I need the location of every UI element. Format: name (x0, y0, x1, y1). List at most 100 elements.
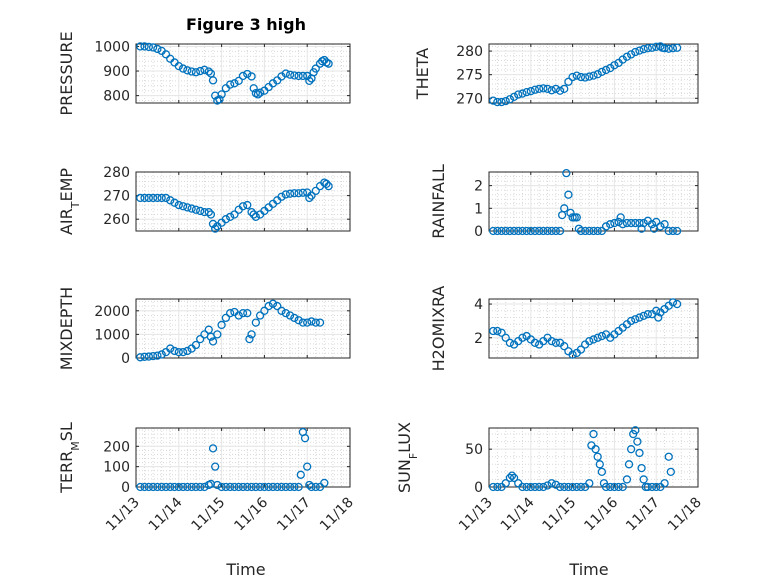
data-point (535, 482, 544, 492)
y-tick-label: 0 (121, 480, 130, 496)
data-point (576, 72, 586, 82)
data-point (183, 482, 192, 492)
data-point (505, 473, 515, 483)
data-point (564, 190, 573, 199)
data-point (251, 482, 260, 492)
data-point (230, 210, 239, 219)
data-point (489, 326, 498, 336)
data-point (136, 482, 145, 492)
data-point (631, 426, 640, 435)
y-tick-label: 0 (474, 480, 483, 496)
data-point (522, 87, 531, 97)
data-point (652, 217, 661, 227)
data-point (144, 193, 153, 203)
data-point (311, 64, 320, 73)
data-point (593, 333, 602, 342)
data-point (501, 226, 510, 236)
data-point (247, 482, 256, 492)
data-point (311, 186, 320, 196)
data-point (493, 226, 502, 236)
data-point (595, 460, 604, 469)
data-point (157, 482, 166, 492)
data-point (514, 226, 523, 236)
data-point (493, 97, 502, 107)
data-point (576, 226, 586, 236)
y-tick-label: 200 (103, 439, 130, 455)
data-point (654, 313, 663, 322)
y-axis-label-6: H2OMIXRA (429, 286, 448, 372)
data-point (153, 193, 162, 203)
data-point (489, 482, 498, 492)
data-point (217, 320, 226, 330)
data-point (204, 325, 213, 334)
data-point (204, 207, 213, 217)
data-point (497, 97, 506, 107)
data-point (251, 212, 260, 221)
figure-title: Figure 3 high (186, 15, 306, 34)
data-point (547, 336, 556, 346)
data-point (639, 45, 648, 54)
data-point (264, 301, 273, 311)
data-point (530, 482, 540, 492)
data-point (153, 351, 162, 360)
y-axis-label-subscript: T (69, 201, 82, 209)
data-point (547, 226, 556, 236)
data-point (535, 226, 544, 236)
data-point (208, 76, 218, 85)
data-point (497, 328, 506, 337)
data-point (601, 482, 611, 492)
data-point (626, 218, 636, 228)
data-point (664, 452, 673, 461)
data-point (501, 479, 510, 488)
y-tick-label: 0 (121, 351, 130, 367)
data-point (140, 482, 149, 492)
y-axis-label-subscript: F (407, 453, 420, 459)
data-point (518, 226, 527, 236)
data-point (255, 88, 265, 97)
data-point (514, 90, 523, 99)
data-point (260, 482, 269, 492)
data-point (264, 482, 273, 492)
data-point (593, 452, 602, 461)
subplot-1: 800 900 1000 PRESSURE (57, 31, 351, 116)
data-point (547, 86, 556, 95)
data-point (560, 342, 569, 351)
data-point (597, 467, 607, 477)
data-point (217, 482, 226, 492)
y-tick-label: 4 (474, 297, 483, 313)
data-point (509, 473, 519, 483)
axes-box (135, 171, 351, 232)
data-point (208, 444, 218, 453)
data-point (618, 220, 627, 229)
y-tick-label: 900 (103, 64, 130, 80)
data-point (637, 224, 646, 233)
data-point (243, 200, 252, 210)
data-point (311, 318, 320, 327)
data-point (315, 318, 325, 327)
y-axis-label-part: LUX (395, 422, 414, 453)
data-point (260, 306, 269, 315)
data-point (631, 47, 640, 57)
data-point (161, 482, 171, 492)
data-point (221, 313, 231, 323)
data-point (572, 71, 581, 80)
data-point (273, 482, 282, 492)
data-point (148, 482, 158, 492)
data-point (268, 299, 278, 308)
data-point (601, 65, 611, 75)
data-point (204, 67, 213, 76)
data-point (305, 76, 314, 86)
data-point (243, 482, 252, 492)
data-point (635, 448, 644, 458)
data-point (294, 189, 303, 198)
data-point (668, 44, 678, 53)
data-point (543, 226, 552, 236)
data-point (191, 68, 201, 77)
data-point (187, 204, 196, 213)
data-point (226, 212, 235, 221)
data-point (585, 336, 594, 346)
y-tick-label: 280 (456, 44, 483, 60)
y-tick-label: 2000 (94, 304, 130, 320)
data-point (140, 42, 149, 51)
data-point (238, 71, 248, 81)
